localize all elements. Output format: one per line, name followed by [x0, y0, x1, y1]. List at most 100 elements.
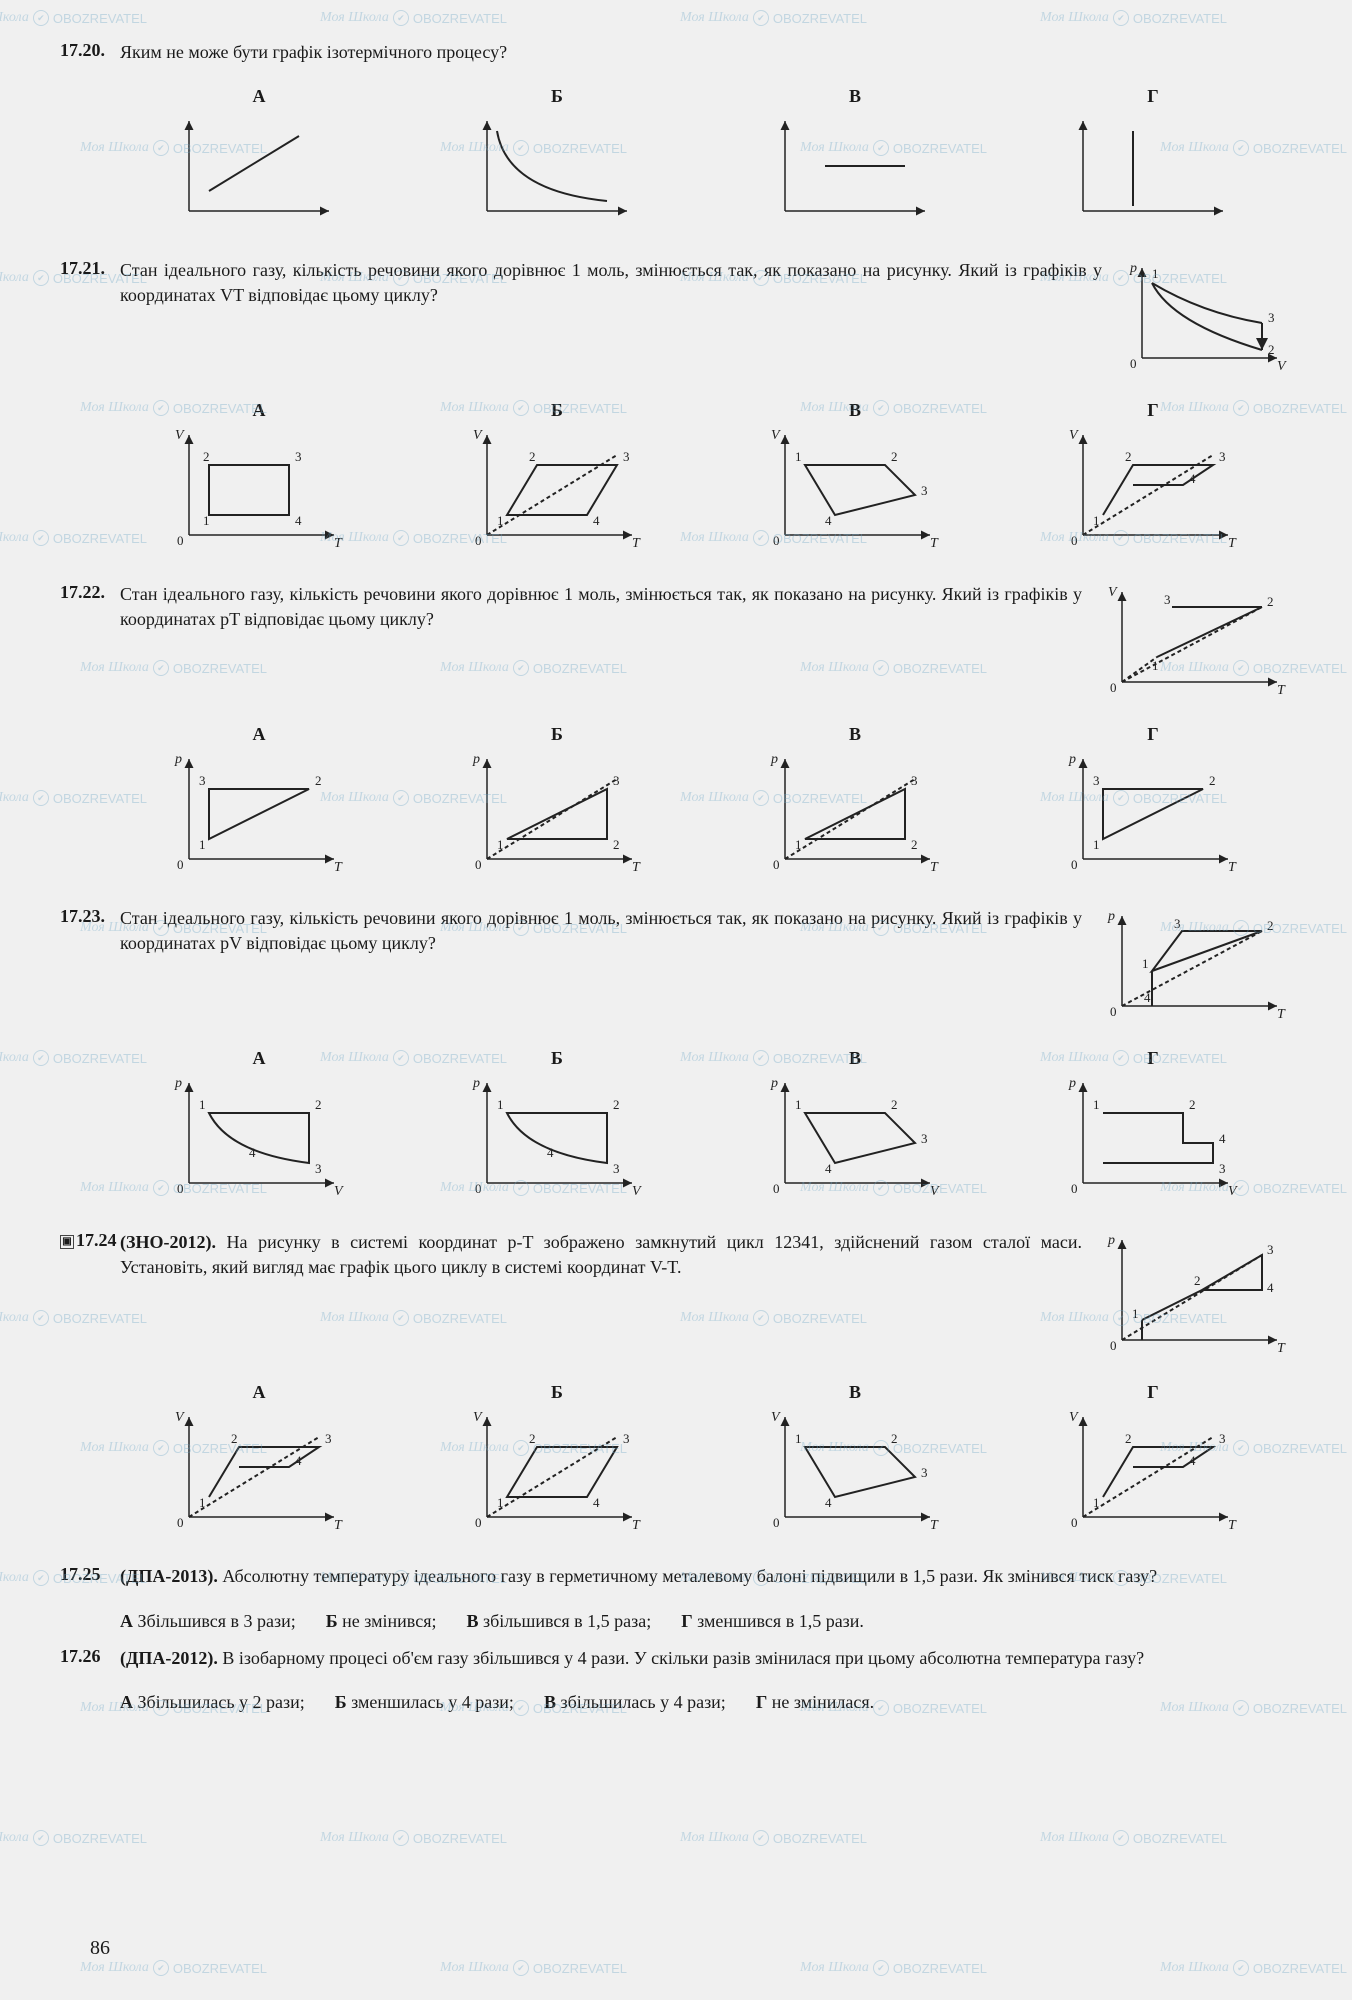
problem-17-22: 17.22. V T 0 1 2 3 Стан ідеального газу,…	[60, 582, 1292, 702]
option-24-1: Б V T 0 1234	[418, 1382, 696, 1542]
option-20-b: Б	[418, 86, 696, 236]
svg-text:4: 4	[1219, 1131, 1226, 1146]
option-label: Г	[1014, 400, 1292, 421]
options-25: А Збільшився в 3 рази; Б не змінився; В …	[120, 1611, 1292, 1632]
problem-number: 17.25	[60, 1564, 120, 1585]
graph-20-b	[467, 111, 647, 231]
option-21-0: А V T 0 2341	[120, 400, 398, 560]
problem-number: 17.23.	[60, 906, 120, 927]
problem-text: (ДПА-2013). Абсолютну температуру ідеаль…	[120, 1564, 1292, 1588]
option-label: В	[716, 86, 994, 107]
svg-text:2: 2	[1194, 1273, 1201, 1288]
svg-text:1: 1	[1093, 1495, 1100, 1510]
svg-text:p: p	[174, 752, 182, 767]
svg-text:2: 2	[315, 1097, 322, 1112]
figure-24: p T 0 1 2 3 4	[1102, 1230, 1292, 1360]
svg-text:1: 1	[795, 1431, 802, 1446]
svg-text:1: 1	[497, 1495, 504, 1510]
problem-17-20: 17.20. Яким не може бути графік ізотермі…	[60, 40, 1292, 64]
svg-text:1: 1	[199, 1097, 206, 1112]
problem-text-content: Стан ідеального газу, кількість речовини…	[120, 260, 1102, 304]
svg-text:4: 4	[1144, 990, 1151, 1005]
svg-text:p: p	[1068, 1076, 1076, 1091]
graph-20-v	[765, 111, 945, 231]
problem-text-content: На рисунку в системі координат p-T зобра…	[120, 1232, 1082, 1276]
option-22-3: Г p T 0 321	[1014, 724, 1292, 884]
option-label: А	[120, 1048, 398, 1069]
svg-text:T: T	[1277, 1007, 1286, 1022]
option-23-2: В p V 0 1234	[716, 1048, 994, 1208]
svg-text:1: 1	[1093, 513, 1100, 528]
graph-20-a	[169, 111, 349, 231]
option-label: Г	[1014, 724, 1292, 745]
option-22-2: В p T 0 123	[716, 724, 994, 884]
svg-text:0: 0	[177, 1181, 184, 1196]
svg-text:4: 4	[593, 513, 600, 528]
svg-text:1: 1	[497, 513, 504, 528]
problem-17-23: 17.23. p T 0 1 2 3 4 Стан ідеального газ…	[60, 906, 1292, 1026]
svg-text:p: p	[770, 752, 778, 767]
option-label: А	[120, 400, 398, 421]
option-26-b: Б зменшилась у 4 рази;	[335, 1692, 514, 1713]
svg-text:p: p	[1129, 261, 1137, 276]
svg-text:2: 2	[613, 1097, 620, 1112]
svg-text:p: p	[472, 752, 480, 767]
svg-text:V: V	[930, 1184, 940, 1199]
svg-text:0: 0	[177, 857, 184, 872]
option-23-0: А p V 0 1234	[120, 1048, 398, 1208]
figure-22: V T 0 1 2 3	[1102, 582, 1292, 702]
problem-tag: (ЗНО-2012).	[120, 1232, 216, 1252]
option-26-g: Г не змінилася.	[756, 1692, 874, 1713]
svg-text:1: 1	[1093, 837, 1100, 852]
svg-text:4: 4	[825, 1495, 832, 1510]
svg-text:1: 1	[1132, 1306, 1139, 1321]
svg-text:2: 2	[1125, 1431, 1132, 1446]
option-label: Г	[1014, 1382, 1292, 1403]
svg-text:4: 4	[295, 513, 302, 528]
svg-text:p: p	[770, 1076, 778, 1091]
svg-text:1: 1	[1142, 956, 1149, 971]
svg-text:2: 2	[1267, 918, 1274, 933]
problem-number: ▣17.24	[60, 1230, 120, 1251]
options-row-21: А V T 0 2341 Б V T 0 1234 В V T 0	[120, 400, 1292, 560]
option-21-3: Г V T 0 1234	[1014, 400, 1292, 560]
svg-text:0: 0	[1071, 857, 1078, 872]
svg-text:0: 0	[1130, 356, 1137, 371]
svg-text:V: V	[1069, 1410, 1079, 1425]
svg-text:1: 1	[795, 837, 802, 852]
option-label: Г	[1014, 86, 1292, 107]
svg-text:V: V	[1228, 1184, 1238, 1199]
option-label: В	[716, 1382, 994, 1403]
svg-text:p: p	[1107, 909, 1115, 924]
problem-text-content: В ізобарному процесі об'єм газу збільшив…	[222, 1648, 1144, 1668]
option-25-g: Г зменшився в 1,5 рази.	[681, 1611, 864, 1632]
problem-tag: (ДПА-2012).	[120, 1648, 218, 1668]
svg-text:T: T	[1277, 683, 1286, 698]
svg-text:2: 2	[1209, 773, 1216, 788]
svg-text:0: 0	[1071, 1515, 1078, 1530]
svg-text:0: 0	[773, 1515, 780, 1530]
svg-text:V: V	[473, 1410, 483, 1425]
svg-text:1: 1	[1093, 1097, 1100, 1112]
option-label: Б	[418, 400, 696, 421]
problem-text-content: Стан ідеального газу, кількість речовини…	[120, 908, 1082, 952]
svg-text:2: 2	[911, 837, 918, 852]
option-label: Б	[418, 1048, 696, 1069]
option-label: А	[120, 724, 398, 745]
option-label: Г	[1014, 1048, 1292, 1069]
option-25-a: А Збільшився в 3 рази;	[120, 1611, 296, 1632]
svg-text:V: V	[1277, 359, 1287, 374]
problem-text: (ДПА-2012). В ізобарному процесі об'єм г…	[120, 1646, 1292, 1670]
svg-text:0: 0	[773, 1181, 780, 1196]
svg-text:0: 0	[1110, 680, 1117, 695]
svg-text:0: 0	[177, 533, 184, 548]
svg-text:2: 2	[891, 449, 898, 464]
option-25-v: В збільшився в 1,5 раза;	[466, 1611, 651, 1632]
svg-text:0: 0	[1110, 1338, 1117, 1353]
svg-text:1: 1	[497, 1097, 504, 1112]
option-label: В	[716, 400, 994, 421]
svg-text:4: 4	[1267, 1280, 1274, 1295]
svg-text:3: 3	[1219, 1161, 1226, 1176]
svg-text:0: 0	[1071, 533, 1078, 548]
option-26-v: В збільшилась у 4 рази;	[544, 1692, 726, 1713]
